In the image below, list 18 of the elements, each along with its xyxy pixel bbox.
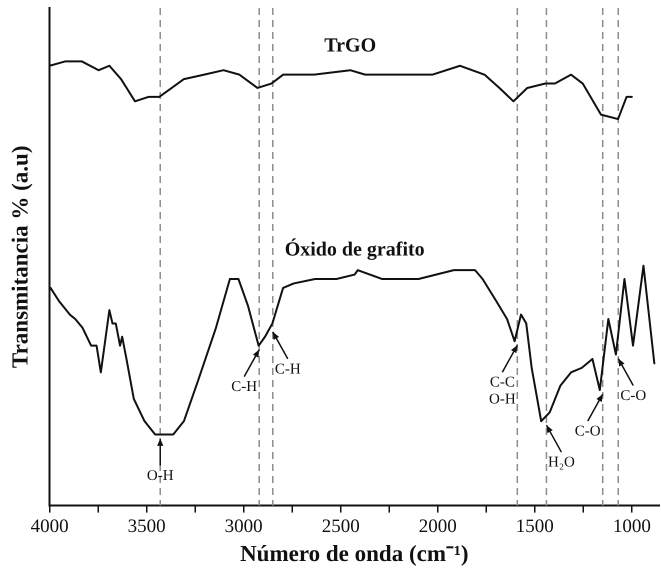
x-tick-label: 3500	[128, 516, 166, 537]
x-tick-label: 1500	[516, 516, 554, 537]
series-label: Óxido de grafito	[284, 238, 425, 261]
x-tick-label: 2000	[418, 516, 457, 537]
x-tick-label: 3000	[224, 516, 263, 537]
annotation: C-H	[274, 361, 301, 378]
x-tick-label: 1000	[612, 516, 651, 537]
series-label: TrGO	[324, 34, 376, 56]
x-tick-label: 4000	[30, 516, 69, 537]
annotation: C-O	[620, 388, 646, 404]
annotation: C-H	[231, 379, 258, 396]
y-axis-title: Transmitancia % (a.u)	[8, 146, 33, 368]
annotation: C-C O-H	[488, 374, 516, 408]
x-tick-label: 2500	[322, 516, 360, 537]
annotation: H₂O	[548, 454, 576, 471]
annotation: C-O	[574, 424, 601, 440]
annotation: O-H	[146, 468, 174, 484]
x-axis-title: Número de onda (cm⁻¹)	[240, 541, 469, 566]
